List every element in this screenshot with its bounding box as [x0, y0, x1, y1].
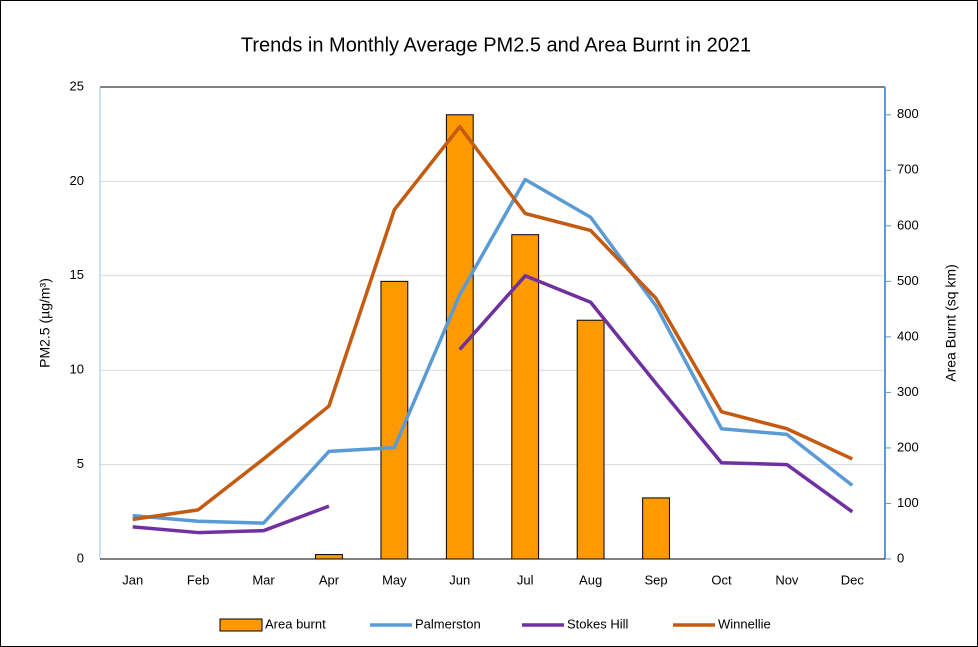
y2-tick-label: 500	[897, 273, 919, 288]
x-tick-label: Jan	[122, 572, 143, 587]
y-axis-label: PM2.5 (µg/m³)	[37, 278, 53, 368]
line-series	[132, 177, 854, 525]
x-tick-label: Sep	[644, 572, 667, 587]
x-tick-label: Aug	[579, 572, 602, 587]
y2-tick-label: 700	[897, 162, 919, 177]
bar	[380, 280, 409, 560]
x-tick-label: Oct	[711, 572, 732, 587]
bar	[576, 319, 605, 560]
y2-tick-label: 800	[897, 106, 919, 121]
y2-tick-label: 600	[897, 217, 919, 232]
bar	[315, 554, 343, 560]
bar	[511, 234, 540, 560]
bar	[642, 497, 670, 560]
chart-title: Trends in Monthly Average PM2.5 and Area…	[241, 34, 751, 56]
x-tick-label: Dec	[841, 572, 865, 587]
legend-label: Stokes Hill	[567, 616, 629, 631]
y2-tick-label: 400	[897, 328, 919, 343]
x-tick-label: Jul	[517, 572, 534, 587]
x-tick-label: May	[382, 572, 407, 587]
legend-label: Winnellie	[718, 616, 771, 631]
y2-tick-label: 100	[897, 495, 919, 510]
x-tick-label: Nov	[775, 572, 799, 587]
legend-swatch	[219, 618, 263, 632]
y-tick-label: 10	[70, 362, 84, 377]
legend-label: Area burnt	[265, 616, 326, 631]
y-tick-label: 25	[70, 78, 84, 93]
y2-tick-label: 0	[897, 550, 904, 565]
y-tick-label: 0	[77, 550, 84, 565]
y2-tick-label: 300	[897, 384, 919, 399]
x-tick-label: Feb	[187, 572, 209, 587]
y-tick-label: 15	[70, 267, 84, 282]
x-tick-label: Apr	[319, 572, 340, 587]
x-tick-label: Jun	[449, 572, 470, 587]
line-series	[132, 124, 854, 522]
y-tick-label: 5	[77, 456, 84, 471]
legend-label: Palmerston	[415, 616, 481, 631]
x-tick-label: Mar	[252, 572, 275, 587]
y2-tick-label: 200	[897, 439, 919, 454]
y-tick-label: 20	[70, 173, 84, 188]
line-series	[132, 274, 854, 535]
y2-axis-label: Area Burnt (sq km)	[943, 264, 959, 381]
